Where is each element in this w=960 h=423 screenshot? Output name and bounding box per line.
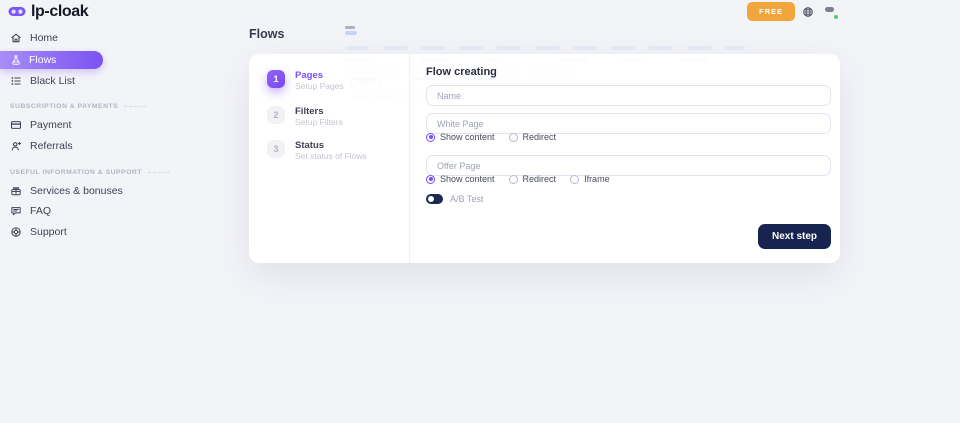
sidebar-item-black-list[interactable]: Black List — [0, 72, 220, 90]
wizard-step-status[interactable]: 3 Status Set status of Flows — [267, 140, 367, 161]
flows-icon — [10, 54, 22, 66]
section-title: USEFUL INFORMATION & SUPPORT — [10, 169, 142, 176]
user-avatar[interactable] — [821, 3, 839, 20]
sidebar-item-services[interactable]: Services & bonuses — [0, 182, 220, 200]
sidebar-section-subscription: SUBSCRIPTION & PAYMENTS — [0, 103, 225, 110]
faq-icon — [10, 205, 22, 217]
globe-icon[interactable] — [802, 6, 814, 18]
radio-label: Redirect — [522, 174, 557, 184]
page-title: Flows — [249, 27, 285, 41]
sidebar: lp-cloak Home Flows Black List — [0, 0, 232, 423]
step-title: Filters — [295, 106, 324, 117]
wizard-step-pages[interactable]: 1 Pages Setup Pages — [267, 70, 344, 91]
app-logo[interactable]: lp-cloak — [8, 3, 89, 21]
step-title: Pages — [295, 70, 323, 81]
payment-icon — [10, 119, 22, 131]
sidebar-item-referrals[interactable]: Referrals — [0, 137, 220, 155]
sidebar-item-home[interactable]: Home — [0, 29, 220, 47]
radio-unselected-icon — [508, 132, 518, 142]
wizard-step-filters[interactable]: 2 Filters Setup Filters — [267, 106, 343, 127]
sidebar-section-support: USEFUL INFORMATION & SUPPORT — [0, 169, 225, 176]
support-icon — [10, 226, 22, 238]
radio-unselected-icon — [570, 174, 580, 184]
next-step-button[interactable]: Next step — [757, 224, 831, 249]
step-number-badge: 2 — [267, 106, 285, 124]
step-number-badge: 3 — [267, 140, 285, 158]
step-title: Status — [295, 140, 325, 151]
section-divider — [124, 106, 147, 107]
radio-label: Show content — [440, 132, 495, 142]
sidebar-item-label: Home — [30, 32, 59, 44]
sidebar-item-label: FAQ — [30, 205, 52, 217]
app-title: lp-cloak — [31, 3, 89, 20]
sidebar-item-label: Services & bonuses — [30, 185, 123, 197]
ab-test-toggle[interactable] — [426, 194, 443, 204]
offer-page-input[interactable] — [426, 155, 831, 176]
sidebar-item-label: Black List — [30, 75, 75, 87]
sidebar-item-flows[interactable]: Flows — [0, 51, 103, 69]
white-page-mode-radios: Show content Redirect — [426, 132, 556, 142]
radio-label: Redirect — [522, 132, 557, 142]
flow-creating-modal: 1 Pages Setup Pages 2 Filters Setup Filt… — [249, 54, 840, 263]
online-status-dot — [833, 14, 839, 20]
sidebar-item-label: Payment — [30, 119, 72, 131]
gift-icon — [10, 185, 22, 197]
sidebar-item-faq[interactable]: FAQ — [0, 202, 220, 220]
radio-unselected-icon — [508, 174, 518, 184]
modal-title: Flow creating — [426, 66, 497, 78]
sidebar-item-label: Flows — [29, 53, 57, 66]
ab-test-label: A/B Test — [450, 194, 484, 204]
step-number-badge: 1 — [267, 70, 285, 88]
plan-badge-button[interactable]: FREE — [746, 2, 795, 21]
radio-iframe[interactable]: Iframe — [570, 174, 610, 184]
home-icon — [10, 32, 22, 44]
step-subtitle: Setup Filters — [295, 117, 343, 127]
offer-page-mode-radios: Show content Redirect Iframe — [426, 174, 610, 184]
radio-label: Show content — [440, 174, 495, 184]
ab-test-toggle-row[interactable]: A/B Test — [426, 194, 483, 204]
sidebar-item-support[interactable]: Support — [0, 223, 220, 241]
sidebar-item-label: Referrals — [30, 140, 73, 152]
modal-divider — [409, 54, 410, 263]
radio-label: Iframe — [584, 174, 610, 184]
referrals-icon — [10, 140, 22, 152]
radio-show-content[interactable]: Show content — [426, 132, 495, 142]
name-input[interactable] — [426, 85, 831, 106]
radio-selected-icon — [426, 132, 435, 142]
black-list-icon — [10, 75, 22, 87]
sidebar-item-label: Support — [30, 226, 67, 238]
step-subtitle: Setup Pages — [295, 81, 344, 91]
step-subtitle: Set status of Flows — [295, 151, 367, 161]
mask-logo-icon — [8, 6, 26, 18]
topbar-actions: FREE — [746, 2, 839, 21]
radio-redirect[interactable]: Redirect — [508, 132, 557, 142]
section-title: SUBSCRIPTION & PAYMENTS — [10, 103, 119, 110]
radio-redirect[interactable]: Redirect — [508, 174, 557, 184]
radio-show-content[interactable]: Show content — [426, 174, 495, 184]
section-divider — [147, 172, 170, 173]
radio-selected-icon — [426, 174, 435, 184]
sidebar-item-payment[interactable]: Payment — [0, 116, 220, 134]
white-page-input[interactable] — [426, 113, 831, 134]
